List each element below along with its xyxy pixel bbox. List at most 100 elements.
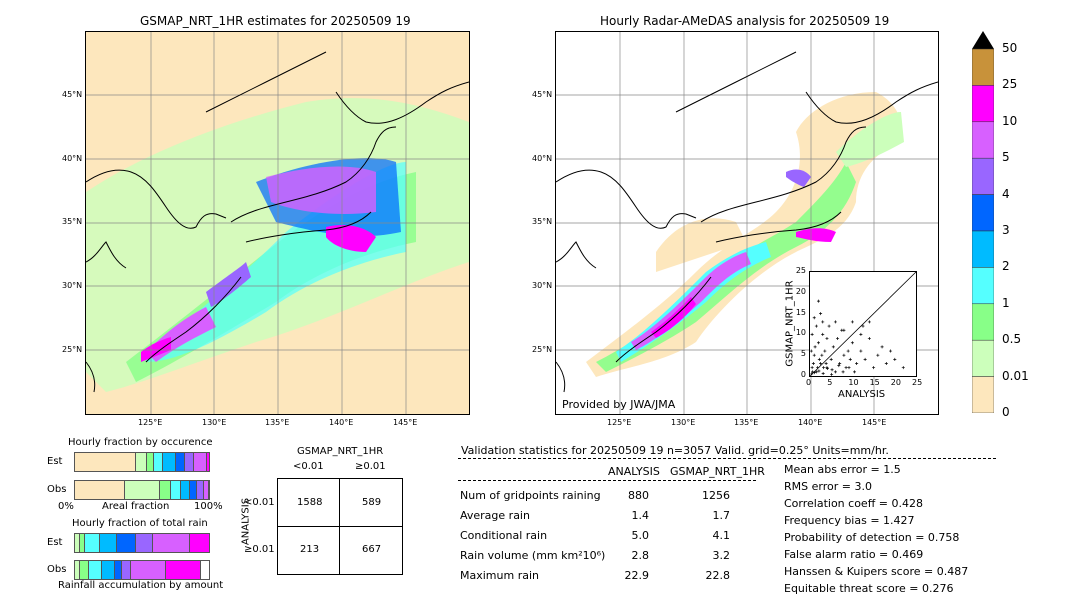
contingency-col-label-1: ≥0.01 bbox=[355, 461, 386, 472]
left-map-title: GSMAP_NRT_1HR estimates for 20250509 19 bbox=[140, 14, 411, 28]
scatter-point bbox=[829, 357, 833, 361]
scatter-ytick: 25 bbox=[795, 266, 806, 275]
colorbar-segment bbox=[972, 230, 994, 268]
scatter-point bbox=[825, 337, 829, 341]
scatter-point bbox=[867, 337, 871, 341]
scatter-point bbox=[836, 337, 840, 341]
scatter-point bbox=[825, 367, 829, 371]
scatter-point bbox=[813, 371, 817, 375]
scatter-xtick: 25 bbox=[912, 378, 923, 387]
stat-analysis: 5.0 bbox=[631, 529, 650, 542]
right-map-title: Hourly Radar-AMeDAS analysis for 2025050… bbox=[600, 14, 890, 28]
left-map bbox=[85, 31, 470, 415]
colorbar-segment bbox=[972, 85, 994, 123]
credit-label: Provided by JWA/JMA bbox=[562, 398, 676, 411]
scatter-point bbox=[813, 345, 817, 349]
contingency-row-label-0: <0.01 bbox=[244, 497, 275, 508]
colorbar-segment bbox=[972, 194, 994, 232]
scatter-point bbox=[846, 349, 850, 353]
colorbar-arrow-icon bbox=[972, 31, 994, 49]
scatter-point bbox=[811, 370, 815, 374]
rain-fraction-title: Hourly fraction of total rain bbox=[72, 518, 208, 529]
colorbar-label: 0.01 bbox=[1002, 368, 1029, 383]
occurrence-row-est: Est bbox=[47, 456, 63, 467]
scatter-point bbox=[816, 299, 820, 303]
stat-gsmap: 3.2 bbox=[712, 549, 731, 562]
colorbar-segment bbox=[972, 121, 994, 159]
scatter-point bbox=[848, 357, 852, 361]
scatter-ytick: 20 bbox=[795, 286, 806, 296]
scatter-point bbox=[810, 349, 813, 353]
occurrence-obs-bar bbox=[74, 480, 210, 500]
validation-divider bbox=[458, 458, 996, 459]
score: Correlation coeff = 0.428 bbox=[784, 497, 923, 510]
contingency-cell: 213 bbox=[300, 544, 320, 555]
colorbar-label: 3 bbox=[1002, 223, 1010, 237]
scatter-point bbox=[859, 332, 863, 336]
scatter-point bbox=[811, 362, 815, 366]
scatter-point bbox=[872, 366, 876, 370]
right-lat-label: 40°N bbox=[532, 154, 553, 163]
scatter-point bbox=[824, 362, 828, 366]
scatter-xtick: 0 bbox=[806, 378, 812, 387]
scatter-point bbox=[853, 370, 857, 374]
scatter-point bbox=[901, 366, 905, 370]
colorbar-segment bbox=[972, 376, 994, 413]
colorbar bbox=[972, 31, 994, 413]
scatter-point bbox=[810, 372, 814, 376]
stat-gsmap: 1.7 bbox=[712, 509, 731, 522]
scatter-point bbox=[861, 324, 865, 328]
scatter-point bbox=[821, 320, 825, 324]
scatter-plot bbox=[809, 271, 917, 377]
rain-row-obs: Obs bbox=[47, 564, 67, 575]
colorbar-segment bbox=[972, 267, 994, 305]
left-lon-label: 125°E bbox=[138, 418, 163, 427]
scatter-xtick: 15 bbox=[869, 378, 880, 387]
occurrence-title: Hourly fraction by occurence bbox=[68, 437, 213, 448]
colorbar-label: 2 bbox=[1002, 259, 1010, 274]
scatter-point bbox=[812, 353, 816, 357]
scatter-point bbox=[810, 366, 814, 370]
validation-header: Validation statistics for 20250509 19 n=… bbox=[461, 444, 889, 457]
stat-label: Num of gridpoints raining bbox=[460, 489, 601, 502]
colorbar-label: 1 bbox=[1002, 295, 1010, 310]
scatter-point bbox=[841, 370, 845, 374]
contingency-col-title: GSMAP_NRT_1HR bbox=[297, 446, 384, 457]
scatter-point bbox=[889, 349, 893, 353]
scatter-point bbox=[833, 370, 837, 374]
right-map-canvas bbox=[556, 32, 938, 414]
left-lon-label: 130°E bbox=[202, 418, 227, 427]
scatter-point bbox=[876, 353, 880, 357]
score: Probability of detection = 0.758 bbox=[784, 531, 960, 544]
scatter-ytick: 0 bbox=[800, 370, 806, 379]
contingency-cell: 589 bbox=[362, 497, 382, 508]
stat-analysis: 1.4 bbox=[631, 509, 650, 522]
colorbar-segment bbox=[972, 157, 994, 195]
occurrence-est-bar bbox=[74, 452, 210, 472]
score: Mean abs error = 1.5 bbox=[784, 463, 901, 476]
stat-gsmap: 22.8 bbox=[705, 569, 731, 582]
colorbar-label: 10 bbox=[1002, 113, 1018, 128]
right-lon-label: 125°E bbox=[607, 418, 632, 427]
scatter-point bbox=[812, 316, 816, 320]
occurrence-axis-mid: Areal fraction bbox=[102, 501, 170, 512]
scatter-point bbox=[880, 345, 884, 349]
stat-label: Conditional rain bbox=[460, 529, 548, 542]
validation-col-analysis: ANALYSIS bbox=[608, 465, 660, 478]
scatter-point bbox=[827, 324, 831, 328]
score: RMS error = 3.0 bbox=[784, 480, 872, 493]
left-lat-label: 35°N bbox=[62, 217, 83, 226]
scatter-point bbox=[830, 368, 834, 372]
occurrence-row-obs: Obs bbox=[47, 484, 67, 495]
left-lat-label: 30°N bbox=[62, 281, 83, 290]
stat-label: Rain volume (mm km²10⁶) bbox=[460, 549, 606, 562]
scatter-point bbox=[850, 341, 854, 345]
scatter-xtick: 10 bbox=[848, 378, 859, 387]
scatter-point bbox=[817, 357, 821, 361]
colorbar-segment bbox=[972, 303, 994, 341]
scatter-point bbox=[884, 362, 888, 366]
colorbar-label: 4 bbox=[1002, 186, 1010, 201]
scatter-canvas bbox=[810, 272, 916, 376]
scatter-point bbox=[814, 324, 818, 328]
stat-analysis: 22.9 bbox=[624, 569, 650, 582]
